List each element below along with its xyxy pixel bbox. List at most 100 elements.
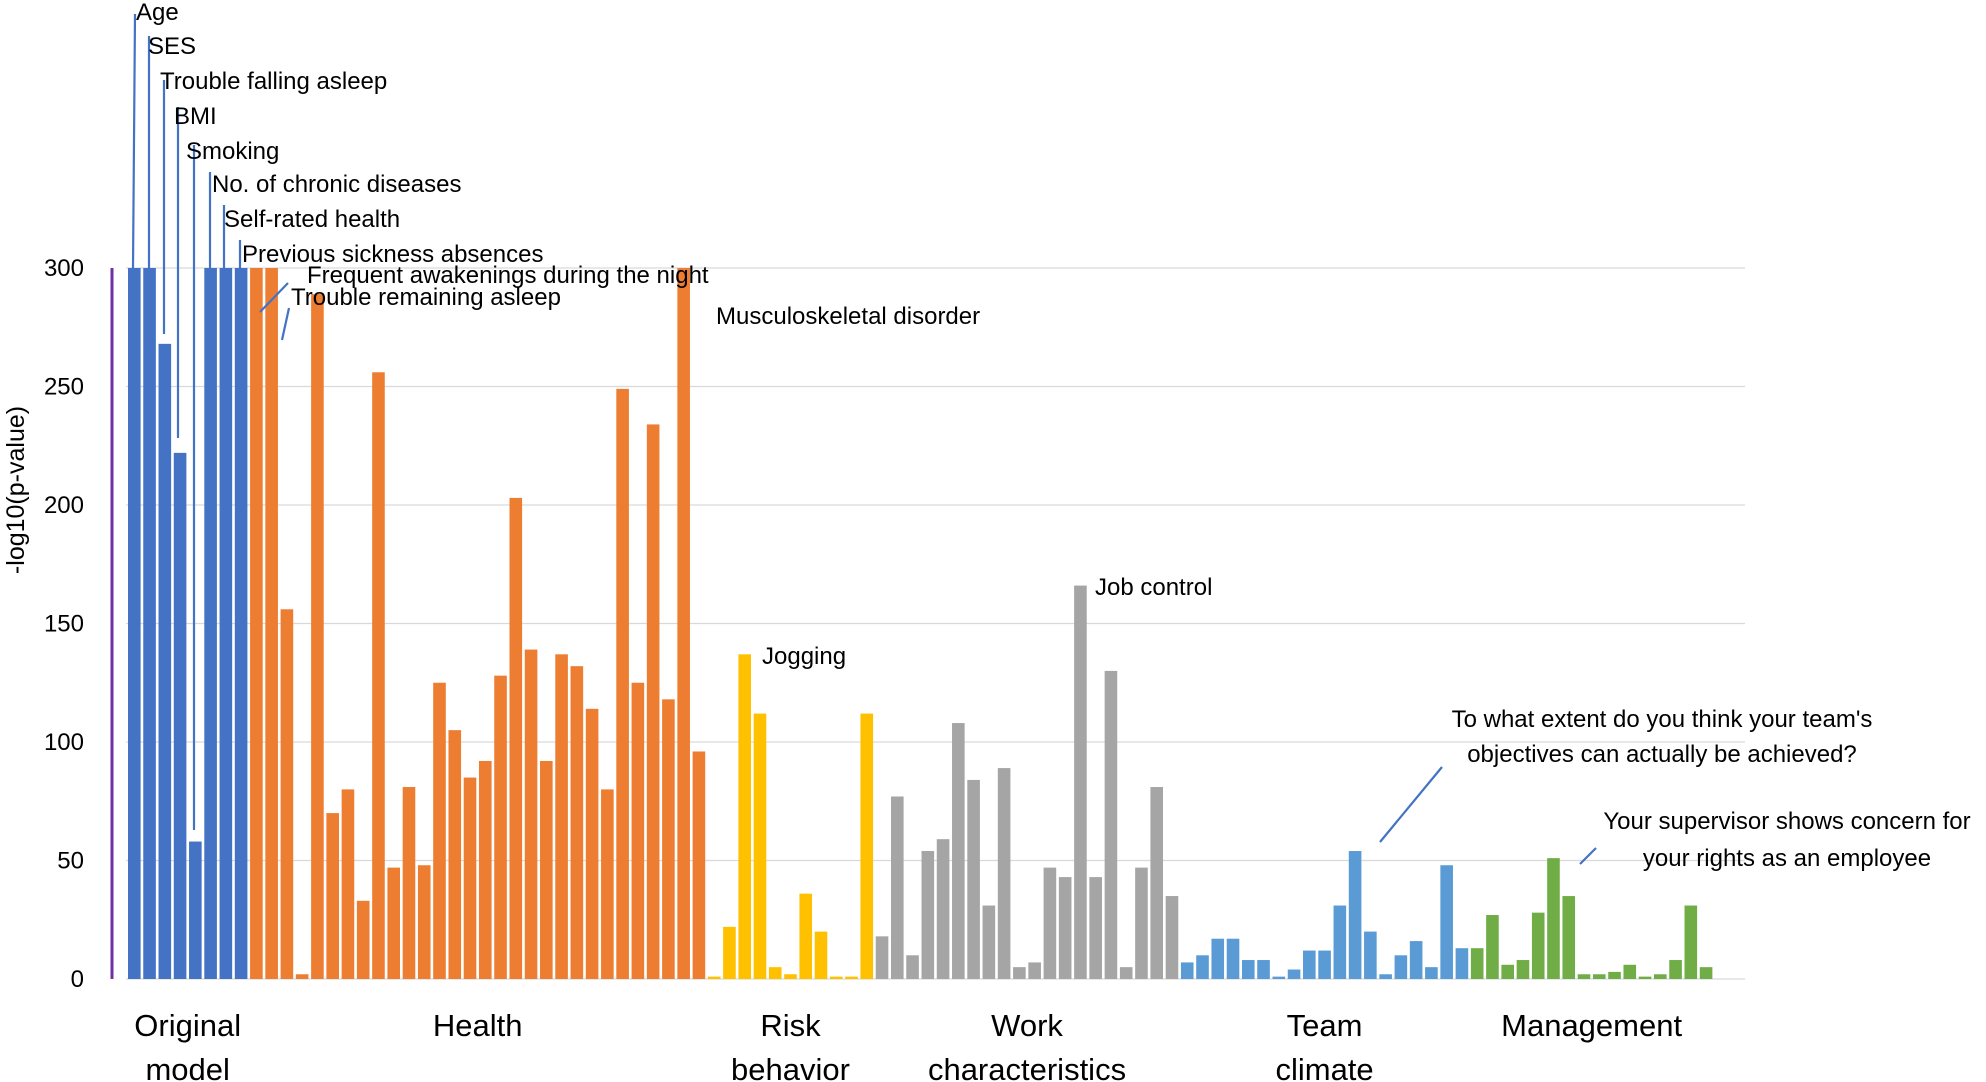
bar — [1440, 865, 1453, 979]
bar — [753, 713, 767, 979]
bar — [677, 268, 690, 979]
bar — [1425, 967, 1438, 979]
bar — [799, 893, 813, 979]
bar — [1654, 974, 1667, 979]
bar — [936, 839, 950, 979]
group-label-line: Management — [1501, 1008, 1682, 1043]
bar — [1074, 585, 1087, 979]
bar — [1394, 955, 1408, 979]
group-label: Risk behavior — [731, 1008, 850, 1082]
group-label: Management — [1501, 1008, 1682, 1043]
bar — [189, 841, 202, 979]
bar — [1028, 962, 1041, 979]
bar — [1272, 976, 1286, 979]
bar — [1547, 858, 1560, 979]
annotation-label: SES — [148, 33, 196, 60]
bar — [1409, 941, 1423, 979]
bar — [1364, 931, 1377, 979]
bar — [1501, 964, 1514, 979]
annotation-label: Your supervisor shows concern for — [1603, 808, 1970, 835]
bar — [280, 609, 294, 979]
bar — [1013, 967, 1026, 979]
annotation-label: Musculoskeletal disorder — [716, 303, 980, 330]
bar — [1379, 974, 1392, 979]
annotation-leaders — [131, 13, 1597, 865]
bar — [982, 905, 996, 979]
group-label-line: model — [145, 1052, 229, 1082]
group-label-line: characteristics — [928, 1052, 1126, 1082]
bar — [356, 900, 370, 979]
bar — [1348, 851, 1362, 979]
bar — [1150, 787, 1164, 979]
y-tick-label: 100 — [44, 729, 84, 756]
bar — [967, 779, 980, 979]
y-tick-label: 0 — [71, 966, 84, 993]
bar — [478, 760, 492, 979]
bar — [738, 654, 751, 979]
y-tick-label: 200 — [44, 492, 84, 519]
bar — [1608, 971, 1621, 979]
bar — [585, 708, 599, 979]
annotation-label: No. of chronic diseases — [212, 171, 461, 198]
group-label-line: behavior — [731, 1052, 850, 1082]
bar — [1333, 905, 1347, 979]
annotations: Age SES Trouble falling asleep BMI Smoking No… — [136, 0, 1971, 872]
bar — [570, 666, 584, 979]
bar — [173, 452, 187, 979]
bar — [540, 760, 553, 979]
bar — [1562, 896, 1576, 979]
bar — [723, 926, 736, 979]
annotation-leader-line — [1379, 766, 1443, 843]
annotation-label: To what extent do you think your team's — [1452, 706, 1873, 733]
bar — [1516, 960, 1530, 979]
bar — [845, 976, 858, 979]
bar — [204, 268, 217, 979]
bar — [1455, 948, 1469, 979]
bar — [860, 713, 874, 979]
bar — [402, 787, 416, 979]
bar — [1058, 877, 1072, 979]
bar — [1196, 955, 1209, 979]
bar — [692, 751, 706, 979]
bar — [509, 497, 523, 979]
bar — [326, 813, 339, 979]
bar — [524, 649, 538, 979]
annotation-label: your rights as an employee — [1643, 845, 1931, 872]
bar — [875, 936, 889, 979]
bar — [631, 682, 645, 979]
bar — [646, 424, 660, 979]
annotation-label: Self-rated health — [224, 206, 400, 233]
bar — [997, 768, 1011, 979]
annotation-leader-line — [259, 282, 289, 313]
annotation-label: Smoking — [186, 138, 279, 165]
bar — [448, 730, 462, 979]
annotation-label: BMI — [174, 103, 217, 130]
group-label-line: Work — [991, 1008, 1063, 1043]
bar — [1241, 960, 1255, 979]
y-axis-title: -log10(p-value) — [2, 406, 30, 574]
bar — [1135, 867, 1148, 979]
bar — [921, 851, 935, 979]
bar — [1470, 948, 1484, 979]
bar — [1684, 905, 1698, 979]
bar — [952, 723, 965, 979]
bar — [1211, 938, 1225, 979]
bar — [814, 931, 828, 979]
bar — [1089, 877, 1102, 979]
y-tick-labels: 0 50 100 150 200 250 300 — [44, 255, 84, 993]
bar — [295, 974, 309, 979]
group-label: Health — [433, 1008, 523, 1043]
bar — [1303, 950, 1316, 979]
bar — [158, 343, 172, 980]
group-labels: Original model Health Risk behavior Work chara… — [134, 1008, 1682, 1082]
bar — [829, 976, 843, 979]
bar — [1043, 867, 1057, 979]
bar — [1699, 967, 1713, 979]
bar — [1180, 962, 1194, 979]
bar — [1486, 915, 1499, 979]
annotation-label: Age — [136, 0, 179, 26]
bar — [906, 955, 919, 979]
bar — [707, 976, 721, 979]
bar — [601, 789, 614, 979]
y-tick-label: 300 — [44, 255, 84, 282]
